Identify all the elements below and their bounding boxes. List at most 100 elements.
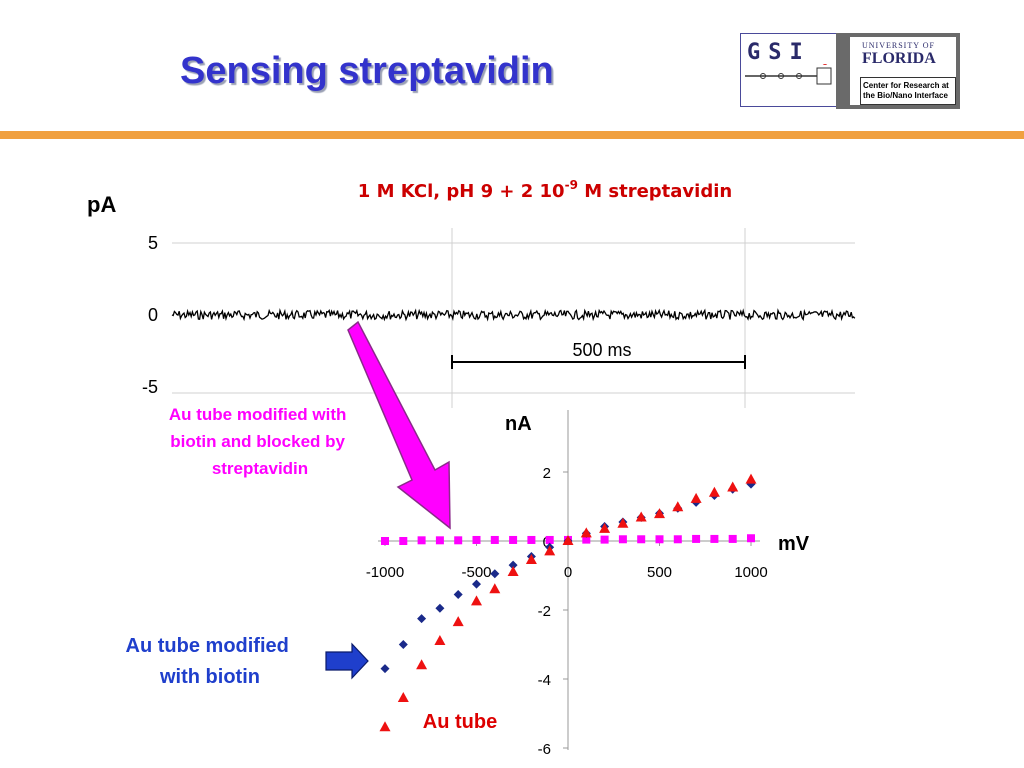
- iv-point-triangle: [489, 583, 501, 594]
- iv-x-tick-label: 500: [647, 564, 672, 581]
- iv-point-diamond: [472, 579, 481, 589]
- iv-point-triangle: [507, 566, 519, 577]
- iv-point-diamond: [490, 569, 500, 579]
- iv-x-tick-label: -1000: [366, 564, 404, 581]
- iv-point-diamond: [453, 589, 463, 599]
- iv-point-triangle: [635, 511, 647, 522]
- iv-y-tick-label: -4: [538, 672, 551, 689]
- uf-wordmark: UNIVERSITY OF FLORIDA: [862, 41, 936, 68]
- iv-tick-labels: -1000-5000500100020-2-4-6: [366, 465, 768, 758]
- iv-point-triangle: [471, 595, 482, 606]
- iv-y-tick-label: -2: [538, 603, 551, 620]
- iv-y-axis-label: nA: [505, 413, 532, 435]
- blue-pointer-arrow: [325, 642, 369, 680]
- gsi-molecule-icon: [745, 64, 832, 85]
- time-scale-bar: 500 ms: [451, 340, 746, 369]
- iv-point-square: [545, 535, 554, 544]
- iv-point-square: [747, 534, 755, 543]
- magenta-pointer-arrow: [347, 320, 451, 530]
- iv-x-tick-label: -500: [461, 564, 491, 581]
- iv-x-tick-label: 1000: [734, 564, 767, 581]
- iv-y-tick-label: -6: [538, 741, 551, 758]
- iv-point-square: [600, 535, 609, 544]
- blocked-annotation-line1: Au tube modified with: [169, 405, 347, 424]
- iv-point-diamond: [417, 614, 427, 624]
- iv-point-triangle: [397, 691, 409, 702]
- iv-point-triangle: [690, 492, 702, 503]
- iv-point-square: [527, 535, 536, 544]
- iv-point-square: [381, 537, 389, 545]
- iv-point-square: [435, 536, 444, 545]
- blocked-annotation-line3: streptavidin: [212, 459, 308, 478]
- trace-title-exponent: -9: [565, 178, 578, 192]
- gsi-logo-text: GSI: [747, 40, 811, 65]
- accent-divider: [0, 131, 1024, 139]
- biotin-annotation-line1: Au tube modified: [126, 635, 289, 657]
- trace-y-tick-label: 5: [148, 233, 158, 253]
- iv-point-triangle: [416, 659, 428, 670]
- au-tube-annotation: Au tube: [423, 711, 497, 733]
- iv-x-axis-label: mV: [778, 533, 810, 555]
- iv-x-tick-label: 0: [564, 564, 572, 581]
- iv-point-square: [509, 535, 518, 544]
- iv-point-triangle: [672, 501, 684, 512]
- iv-point-diamond: [380, 664, 390, 674]
- iv-point-triangle: [599, 522, 611, 533]
- uf-logo: UNIVERSITY OF FLORIDA Center for Researc…: [836, 33, 960, 109]
- iv-point-triangle: [654, 508, 665, 519]
- trace-y-axis-label: pA: [87, 192, 116, 217]
- iv-series: [381, 534, 755, 545]
- iv-point-square: [399, 537, 408, 545]
- uf-line2: FLORIDA: [862, 50, 936, 67]
- gsi-logo: GSI: [740, 33, 838, 107]
- center-line1: Center for Research at: [863, 81, 949, 90]
- biotin-annotation-line2: with biotin: [159, 666, 260, 688]
- trace-gridlines: [172, 228, 855, 408]
- iv-point-triangle: [525, 553, 537, 564]
- iv-point-square: [582, 535, 591, 544]
- iv-point-triangle: [727, 481, 739, 492]
- trace-title-suffix: M streptavidin: [578, 181, 732, 202]
- trace-y-tick-label: -5: [142, 377, 158, 397]
- iv-point-triangle: [434, 635, 446, 646]
- iv-point-square: [637, 535, 646, 544]
- iv-point-triangle: [580, 527, 592, 538]
- iv-point-triangle: [708, 486, 720, 497]
- slide-title: Sensing streptavidin: [180, 50, 554, 92]
- iv-y-tick-label: 2: [543, 465, 551, 482]
- iv-point-triangle: [562, 535, 574, 545]
- iv-series: [379, 473, 757, 732]
- iv-point-diamond: [435, 603, 445, 613]
- uf-logo-panel: UNIVERSITY OF FLORIDA Center for Researc…: [850, 37, 956, 105]
- iv-point-triangle: [544, 545, 556, 556]
- blocked-annotation-line2: biotin and blocked by: [170, 432, 345, 451]
- trace-title-main: 1 M KCl, pH 9 + 2 10: [358, 181, 565, 202]
- iv-point-square: [490, 535, 499, 544]
- iv-data-points: [379, 473, 757, 732]
- trace-y-ticks: 5 0 -5: [142, 233, 158, 397]
- iv-point-triangle: [379, 721, 391, 732]
- iv-point-square: [655, 535, 664, 544]
- center-label-box: Center for Research at the Bio/Nano Inte…: [860, 77, 956, 105]
- iv-point-square: [710, 534, 719, 543]
- iv-point-triangle: [617, 517, 629, 528]
- scale-bar-label: 500 ms: [572, 340, 631, 360]
- iv-point-square: [454, 536, 463, 545]
- blocked-annotation: Au tube modified with biotin and blocked…: [169, 405, 351, 478]
- biotin-annotation: Au tube modified with biotin: [126, 635, 295, 688]
- trace-chart-title: 1 M KCl, pH 9 + 2 10-9 M streptavidin: [358, 178, 732, 202]
- center-line2: the Bio/Nano Interface: [863, 91, 948, 100]
- iv-point-triangle: [745, 473, 757, 484]
- iv-point-diamond: [398, 640, 408, 649]
- iv-point-square: [618, 535, 627, 544]
- uf-line1: UNIVERSITY OF: [862, 41, 935, 50]
- iv-point-square: [472, 535, 481, 544]
- iv-point-square: [692, 534, 701, 543]
- iv-point-diamond: [508, 560, 518, 570]
- iv-point-square: [728, 534, 737, 543]
- iv-point-square: [673, 535, 682, 544]
- iv-point-square: [417, 536, 426, 545]
- iv-point-triangle: [452, 616, 464, 627]
- trace-y-tick-label: 0: [148, 305, 158, 325]
